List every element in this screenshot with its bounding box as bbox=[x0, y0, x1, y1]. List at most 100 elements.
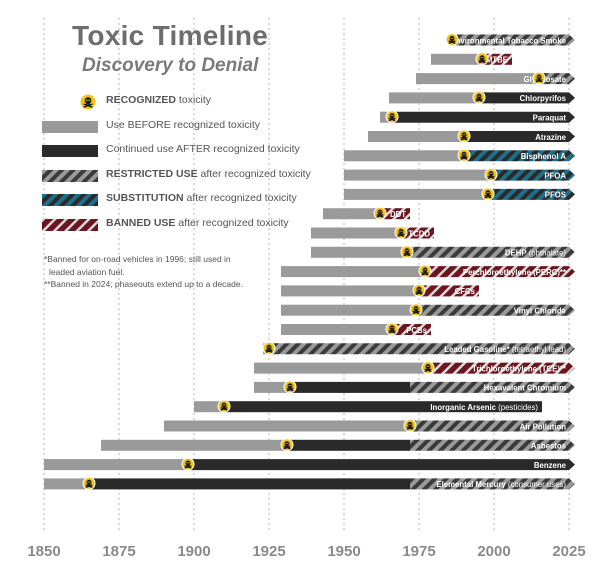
legend-label: RECOGNIZED toxicity bbox=[106, 94, 211, 106]
skull-crossbones-icon bbox=[481, 187, 495, 201]
timeline-row: Environmental Tobacco Smoke bbox=[445, 33, 575, 46]
bar-segment-restricted bbox=[410, 439, 575, 451]
timeline-row: Trichloroethylene (TCE)** bbox=[254, 361, 575, 375]
skull-crossbones-icon bbox=[457, 129, 471, 143]
bar-segment-after bbox=[464, 131, 575, 142]
timeline-row: DEHP (phthalate) bbox=[311, 245, 575, 259]
legend-item-substitution: SUBSTITUTION after recognized toxicity bbox=[42, 190, 302, 215]
bar-label: Paraquat bbox=[533, 114, 567, 123]
legend-label-text: toxicity bbox=[176, 94, 212, 106]
bar-segment-after bbox=[290, 381, 410, 393]
bar-segment-substitution bbox=[488, 188, 575, 200]
legend: RECOGNIZED toxicity Use BEFORE recognized… bbox=[42, 92, 311, 240]
timeline-row: TCDD bbox=[311, 226, 434, 239]
bar-segment-banned bbox=[425, 266, 575, 278]
skull-crossbones-icon bbox=[457, 148, 471, 162]
bar-label: MTBE bbox=[486, 56, 508, 65]
skull-crossbones-icon bbox=[283, 380, 297, 394]
footnotes: *Banned for on-road vehicles in 1996; st… bbox=[44, 253, 243, 291]
legend-item-recognized: RECOGNIZED toxicity bbox=[42, 92, 302, 117]
bar-segment-restricted bbox=[410, 381, 575, 393]
bar-label: PFOA bbox=[544, 171, 566, 180]
bar-segment-before bbox=[344, 150, 464, 162]
skull-crossbones-icon bbox=[82, 476, 96, 490]
timeline-row: Chlorpyrifos bbox=[389, 90, 575, 104]
timeline-row: Elemental Mercury (consumer uses) bbox=[44, 476, 575, 490]
legend-label: Use BEFORE recognized toxicity bbox=[106, 119, 260, 131]
skull-crossbones-icon bbox=[181, 457, 195, 471]
skull-crossbones-icon bbox=[385, 322, 399, 336]
bar-segment-after bbox=[392, 111, 575, 123]
legend-swatch-after bbox=[42, 145, 98, 157]
bar-segment-banned bbox=[419, 285, 479, 297]
timeline-row: Glyphosate bbox=[416, 71, 575, 85]
bar-segment-after bbox=[188, 459, 575, 471]
skull-crossbones-icon bbox=[409, 303, 423, 317]
x-tick-label: 1950 bbox=[327, 543, 360, 560]
bar-segment-after bbox=[224, 401, 542, 413]
timeline-row: Inorganic Arsenic (pesticides) bbox=[194, 399, 542, 413]
bar-segment-before bbox=[368, 131, 464, 142]
timeline-row: PCBs bbox=[281, 322, 431, 336]
timeline-row: PFOS bbox=[344, 187, 575, 201]
bar-segment-before bbox=[44, 478, 89, 490]
bar-segment-after bbox=[479, 92, 575, 104]
skull-crossbones-icon bbox=[421, 361, 435, 375]
bar-segment-before bbox=[389, 92, 479, 104]
bar-segment-banned bbox=[392, 324, 431, 335]
timeline-row: Atrazine bbox=[368, 129, 575, 143]
skull-crossbones-icon bbox=[79, 93, 97, 111]
bar-label: Hexavalent Chromium bbox=[484, 384, 566, 393]
bar-label: Asbestos bbox=[531, 442, 567, 451]
bar-segment-banned bbox=[428, 362, 575, 374]
bar-label: Vinyl Chloride bbox=[514, 307, 567, 316]
bar-segment-after bbox=[287, 439, 410, 451]
legend-item-restricted: RESTRICTED USE after recognized toxicity bbox=[42, 166, 311, 191]
x-tick-label: 1975 bbox=[402, 543, 435, 560]
timeline-row: Leaded Gasoline* (tetraethyl lead) bbox=[262, 341, 575, 355]
legend-label-text: after recognized toxicity bbox=[183, 192, 297, 204]
legend-label-bold: RESTRICTED USE bbox=[106, 167, 198, 180]
bar-segment-restricted bbox=[269, 343, 575, 355]
legend-label: Continued use AFTER recognized toxicity bbox=[106, 143, 300, 155]
legend-label-text: after recognized toxicity bbox=[197, 167, 311, 180]
skull-crossbones-icon bbox=[472, 90, 486, 104]
x-tick-label: 1925 bbox=[252, 543, 285, 560]
bar-label: Benzene bbox=[534, 461, 567, 470]
legend-item-banned: BANNED USE after recognized toxicity bbox=[42, 215, 302, 240]
bar-segment-before bbox=[194, 401, 224, 413]
bar-segment-banned bbox=[401, 227, 434, 239]
timeline-row: Hexavalent Chromium bbox=[254, 380, 575, 394]
timeline-row: Paraquat bbox=[380, 110, 575, 124]
legend-label-bold: BANNED USE bbox=[106, 216, 176, 229]
bar-label: Elemental Mercury (consumer uses) bbox=[436, 480, 566, 489]
timeline-bars: Environmental Tobacco Smoke MTBE Glyphosat… bbox=[44, 33, 575, 490]
skull-crossbones-icon bbox=[532, 71, 546, 85]
skull-crossbones-icon bbox=[418, 264, 432, 278]
bar-segment-restricted bbox=[539, 73, 575, 85]
x-axis: 1850 1875 1900 1925 1950 1975 2000 2025 bbox=[27, 543, 585, 560]
legend-swatch-restricted bbox=[42, 169, 98, 182]
legend-label: SUBSTITUTION after recognized toxicity bbox=[106, 192, 297, 204]
skull-crossbones-icon bbox=[403, 419, 417, 432]
skull-crossbones-icon bbox=[394, 226, 408, 239]
bar-label: PFOS bbox=[545, 191, 566, 200]
bar-segment-before bbox=[254, 381, 290, 393]
skull-crossbones-icon bbox=[475, 52, 489, 66]
timeline-row: MTBE bbox=[431, 52, 512, 66]
chart-subtitle: Discovery to Denial bbox=[82, 55, 259, 76]
bar-label: Leaded Gasoline* (tetraethyl lead) bbox=[444, 345, 566, 354]
bar-label: Bisphenol A bbox=[521, 152, 567, 161]
x-tick-label: 2000 bbox=[477, 543, 510, 560]
bar-segment-before bbox=[281, 324, 392, 335]
timeline-row: DDT bbox=[323, 206, 410, 220]
bar-label: Chlorpyrifos bbox=[520, 94, 567, 103]
footnote-line: **Banned in 2024; phaseouts extend up to… bbox=[44, 279, 243, 289]
bar-segment-before bbox=[431, 53, 482, 65]
skull-crossbones-icon bbox=[280, 438, 294, 452]
skull-crossbones-icon bbox=[400, 245, 414, 259]
bar-label: Air Pollution bbox=[520, 422, 567, 431]
legend-label-bold: SUBSTITUTION bbox=[106, 192, 184, 204]
bar-label: DEHP (phthalate) bbox=[505, 249, 567, 258]
